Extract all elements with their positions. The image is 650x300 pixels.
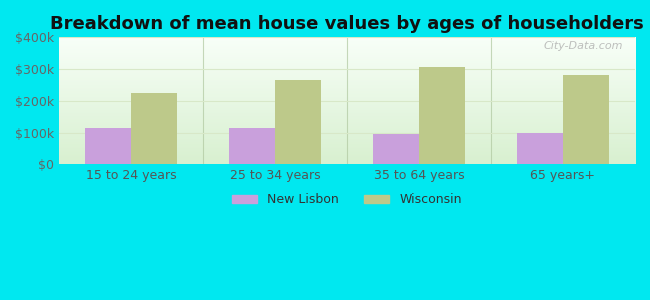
Bar	[419, 68, 465, 164]
Bar	[563, 75, 609, 164]
Bar	[131, 93, 177, 164]
Bar	[517, 133, 563, 164]
Legend: New Lisbon, Wisconsin: New Lisbon, Wisconsin	[227, 188, 467, 211]
Bar	[229, 128, 275, 164]
Bar	[275, 80, 321, 164]
Bar	[85, 128, 131, 164]
Bar	[373, 134, 419, 164]
Title: Breakdown of mean house values by ages of householders: Breakdown of mean house values by ages o…	[50, 15, 644, 33]
Text: City-Data.com: City-Data.com	[544, 41, 623, 51]
